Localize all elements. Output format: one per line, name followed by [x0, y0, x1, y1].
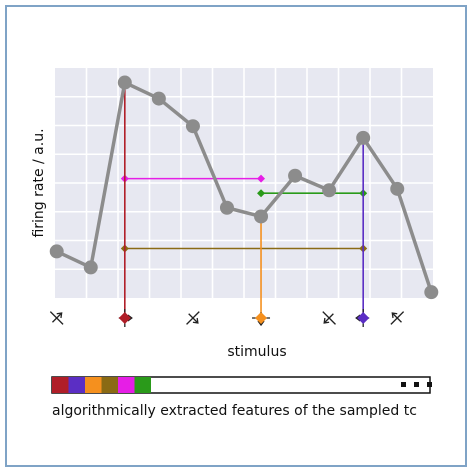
stimulus-arrowhead	[56, 312, 63, 319]
data-point	[83, 260, 98, 275]
stimulus-highlight-diamond	[255, 312, 268, 324]
data-point	[288, 168, 303, 183]
data-point	[390, 181, 405, 196]
stimulus-marker-icon	[390, 311, 405, 325]
feature-bar-segment	[85, 377, 102, 393]
stimulus-markers	[49, 309, 405, 327]
feature-bar-segment	[52, 377, 69, 393]
feature-bar-ellipsis-dot	[401, 382, 406, 387]
stimulus-arrowhead	[391, 312, 398, 319]
feature-bar-ellipsis-dot	[427, 382, 432, 387]
data-point	[424, 285, 439, 300]
feature-bar	[51, 376, 432, 394]
data-point	[151, 91, 166, 106]
stimulus-arrowhead	[192, 317, 199, 324]
data-point	[254, 209, 269, 224]
tuning-curve-line	[55, 80, 433, 293]
feature-endpoint	[257, 174, 266, 183]
feature-lines	[120, 82, 368, 323]
stimulus-highlight-diamond	[118, 312, 131, 324]
stimulus-arrow-shaft	[188, 313, 198, 323]
tuning-curve	[49, 75, 439, 300]
stimulus-arrow-shaft	[392, 313, 402, 323]
feature-bar-segment	[68, 377, 85, 393]
stimulus-arrow-shaft	[324, 313, 334, 323]
data-point	[49, 244, 64, 259]
stimulus-arrowhead	[323, 317, 330, 324]
stimulus-marker-icon	[186, 311, 200, 325]
x-axis-label: stimulus	[227, 344, 286, 360]
data-point	[356, 130, 371, 145]
stimulus-marker-icon	[322, 311, 336, 325]
y-axis-label: firing rate / a.u.	[31, 128, 47, 237]
feature-bar-segment	[118, 377, 135, 393]
data-point	[219, 200, 234, 215]
stimulus-marker-icon	[49, 311, 64, 325]
feature-bar-ellipsis-dot	[414, 382, 419, 387]
stimulus-arrow-shaft	[52, 313, 62, 323]
feature-bar-caption: algorithmically extracted features of th…	[52, 403, 417, 419]
stimulus-highlight-diamond	[357, 312, 370, 324]
feature-endpoint	[257, 189, 266, 198]
data-point	[322, 183, 337, 198]
data-point	[185, 119, 200, 134]
stimulus-arrowhead	[127, 314, 133, 322]
feature-bar-segment	[101, 377, 118, 393]
stimulus-arrowhead	[355, 314, 361, 322]
data-point	[117, 75, 132, 90]
feature-bar-segment	[134, 377, 151, 393]
stimulus-arrowhead	[257, 320, 265, 327]
